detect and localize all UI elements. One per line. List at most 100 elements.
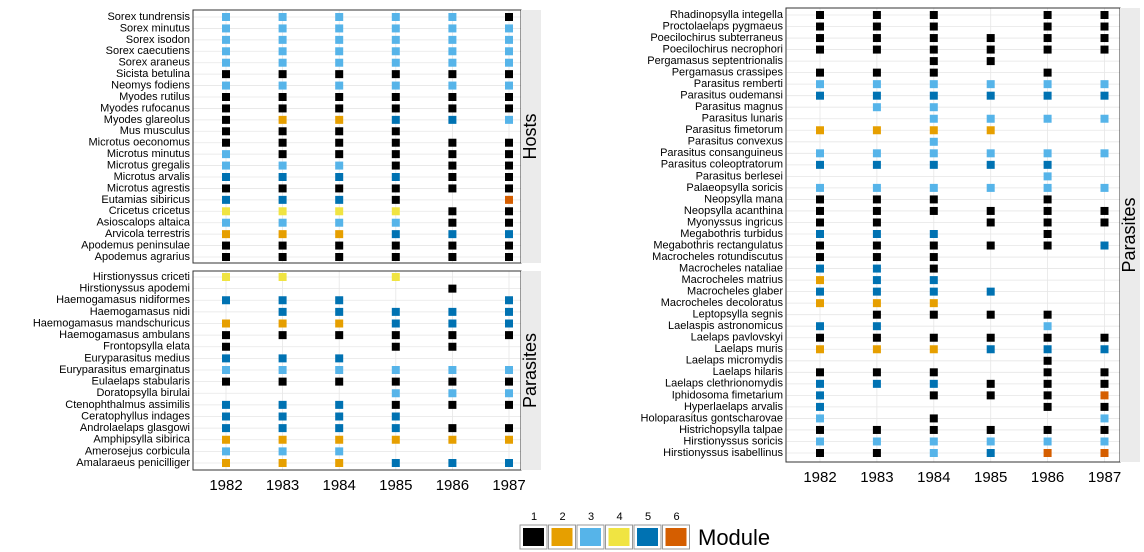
tile (278, 58, 287, 67)
y-tick-label: Euryparasitus medius (84, 352, 190, 364)
tile (816, 276, 824, 285)
y-tick-label: Mus musculus (120, 125, 191, 137)
tile (929, 195, 938, 204)
y-tick-label: Hirstionyssus soricis (683, 435, 783, 447)
tile (816, 425, 824, 434)
tile (448, 331, 457, 340)
tile (335, 115, 344, 124)
y-tick-label: Amerosejus corbicula (85, 445, 191, 457)
y-tick-label: Sorex araneus (118, 57, 190, 69)
tile (335, 138, 344, 147)
y-tick-label: Laelaps clethrionomydis (665, 378, 784, 390)
tile (505, 377, 513, 386)
tile (391, 127, 400, 136)
x-tick-label: 1986 (436, 477, 469, 494)
tile (1043, 91, 1052, 100)
tile (816, 45, 824, 54)
y-tick-label: Amalaraeus penicilliger (76, 457, 190, 469)
y-tick-label: Frontopsylla elata (103, 341, 191, 353)
tile (816, 230, 824, 238)
tile (986, 241, 995, 250)
y-tick-label: Parasitus oudemansi (680, 90, 783, 102)
tile (448, 241, 457, 250)
tile (335, 366, 344, 374)
tile (1043, 368, 1052, 377)
tile (929, 34, 938, 43)
tile (929, 368, 938, 377)
y-tick-label: Laelaps muris (715, 343, 784, 355)
y-tick-label: Euryparasitus emarginatus (59, 364, 190, 376)
tile (1100, 22, 1109, 31)
tile (872, 276, 881, 285)
tile (222, 184, 230, 193)
tile (505, 115, 513, 124)
y-tick-label: Microtus arvalis (114, 171, 191, 183)
tile (986, 333, 995, 342)
tile (222, 331, 230, 340)
tile (222, 13, 230, 21)
tile (986, 91, 995, 100)
x-tick-label: 1985 (379, 477, 412, 494)
tile (872, 368, 881, 377)
tile (1100, 391, 1109, 400)
tile (391, 241, 400, 250)
tile (505, 207, 513, 216)
y-tick-label: Histrichopsylla talpae (679, 424, 783, 436)
tile (278, 104, 287, 113)
tile (335, 307, 344, 316)
y-tick-label: Haemogamasus ambulans (59, 329, 190, 341)
tile (929, 206, 938, 215)
tile (986, 206, 995, 215)
tile (1043, 114, 1052, 123)
y-tick-label: Myonyssus ingricus (687, 216, 783, 228)
tile (278, 93, 287, 101)
tile (335, 81, 344, 90)
tile (1100, 34, 1109, 43)
tile (505, 138, 513, 147)
tile (391, 412, 400, 421)
tile (335, 241, 344, 250)
tile (335, 47, 344, 56)
tile (448, 377, 457, 386)
y-tick-label: Holoparasitus gontscharovae (641, 412, 783, 424)
tile (929, 276, 938, 285)
legend-level: 4 (616, 511, 622, 523)
tile (1043, 356, 1052, 365)
tile (505, 58, 513, 67)
tile (929, 449, 938, 457)
tile (222, 138, 230, 147)
tile (872, 11, 881, 19)
tile (278, 138, 287, 147)
tile (391, 138, 400, 147)
tile (929, 45, 938, 54)
tile (448, 253, 457, 261)
tile (391, 104, 400, 113)
tile (448, 104, 457, 113)
y-tick-label: Poecilochirus subterraneus (650, 32, 783, 44)
tile (448, 184, 457, 193)
tile (816, 218, 824, 227)
tile (872, 218, 881, 227)
tile (505, 241, 513, 250)
tile (1043, 11, 1052, 19)
tile (448, 35, 457, 44)
tile (335, 319, 344, 328)
tile (1043, 22, 1052, 31)
x-tick-label: 1982 (803, 469, 836, 486)
y-tick-label: Parasitus lunaris (702, 113, 784, 125)
tile (872, 34, 881, 43)
tile (505, 161, 513, 170)
tile (1043, 333, 1052, 342)
tile (816, 333, 824, 342)
tile (872, 45, 881, 54)
tile (1043, 391, 1052, 400)
tile (1100, 183, 1109, 192)
tile (1100, 149, 1109, 158)
tile (448, 58, 457, 67)
tile (1100, 379, 1109, 388)
tile (448, 24, 457, 33)
tile (929, 299, 938, 308)
y-tick-label: Cricetus cricetus (109, 205, 191, 217)
tile (448, 230, 457, 239)
tile (222, 47, 230, 56)
